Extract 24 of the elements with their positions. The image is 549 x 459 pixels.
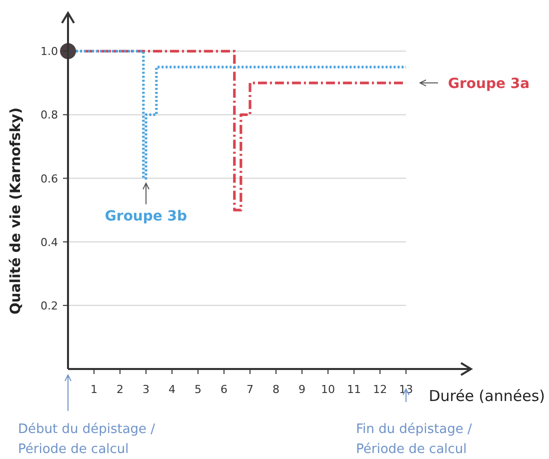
text: Fin du dépistage / Période de calcul [356,422,472,457]
x-tick-label: 13 [399,383,413,396]
annotation: Groupe 3b [104,208,188,224]
x-tick-label: 1 [90,383,98,396]
x-tick-label: 3 [142,383,150,396]
x-tick-label: 12 [373,383,387,396]
text: Début du dépistage / Période de calcul [18,422,156,457]
y-tick-label: 0.2 [40,299,58,312]
x-axis-title: Durée (années) [428,387,545,405]
y-axis-title: Qualité de vie (Karnofsky) [8,107,24,315]
x-tick-label: 9 [298,383,306,396]
y-tick-label: 0.4 [40,236,58,249]
x-tick-label: 6 [220,383,228,396]
y-tick-label: 0.6 [40,172,58,186]
y-tick-label: 1.0 [40,45,58,58]
x-tick-label: 5 [194,383,202,396]
x-tick-label: 11 [347,383,361,396]
x-tick-label: 7 [246,383,254,396]
annotation: Groupe 3a [448,76,530,92]
x-tick-label: 4 [168,383,176,396]
x-tick-label: 8 [272,383,280,396]
x-tick-label: 10 [321,383,335,396]
x-tick-label: 2 [116,383,124,396]
y-tick-label: 0.8 [40,108,58,122]
